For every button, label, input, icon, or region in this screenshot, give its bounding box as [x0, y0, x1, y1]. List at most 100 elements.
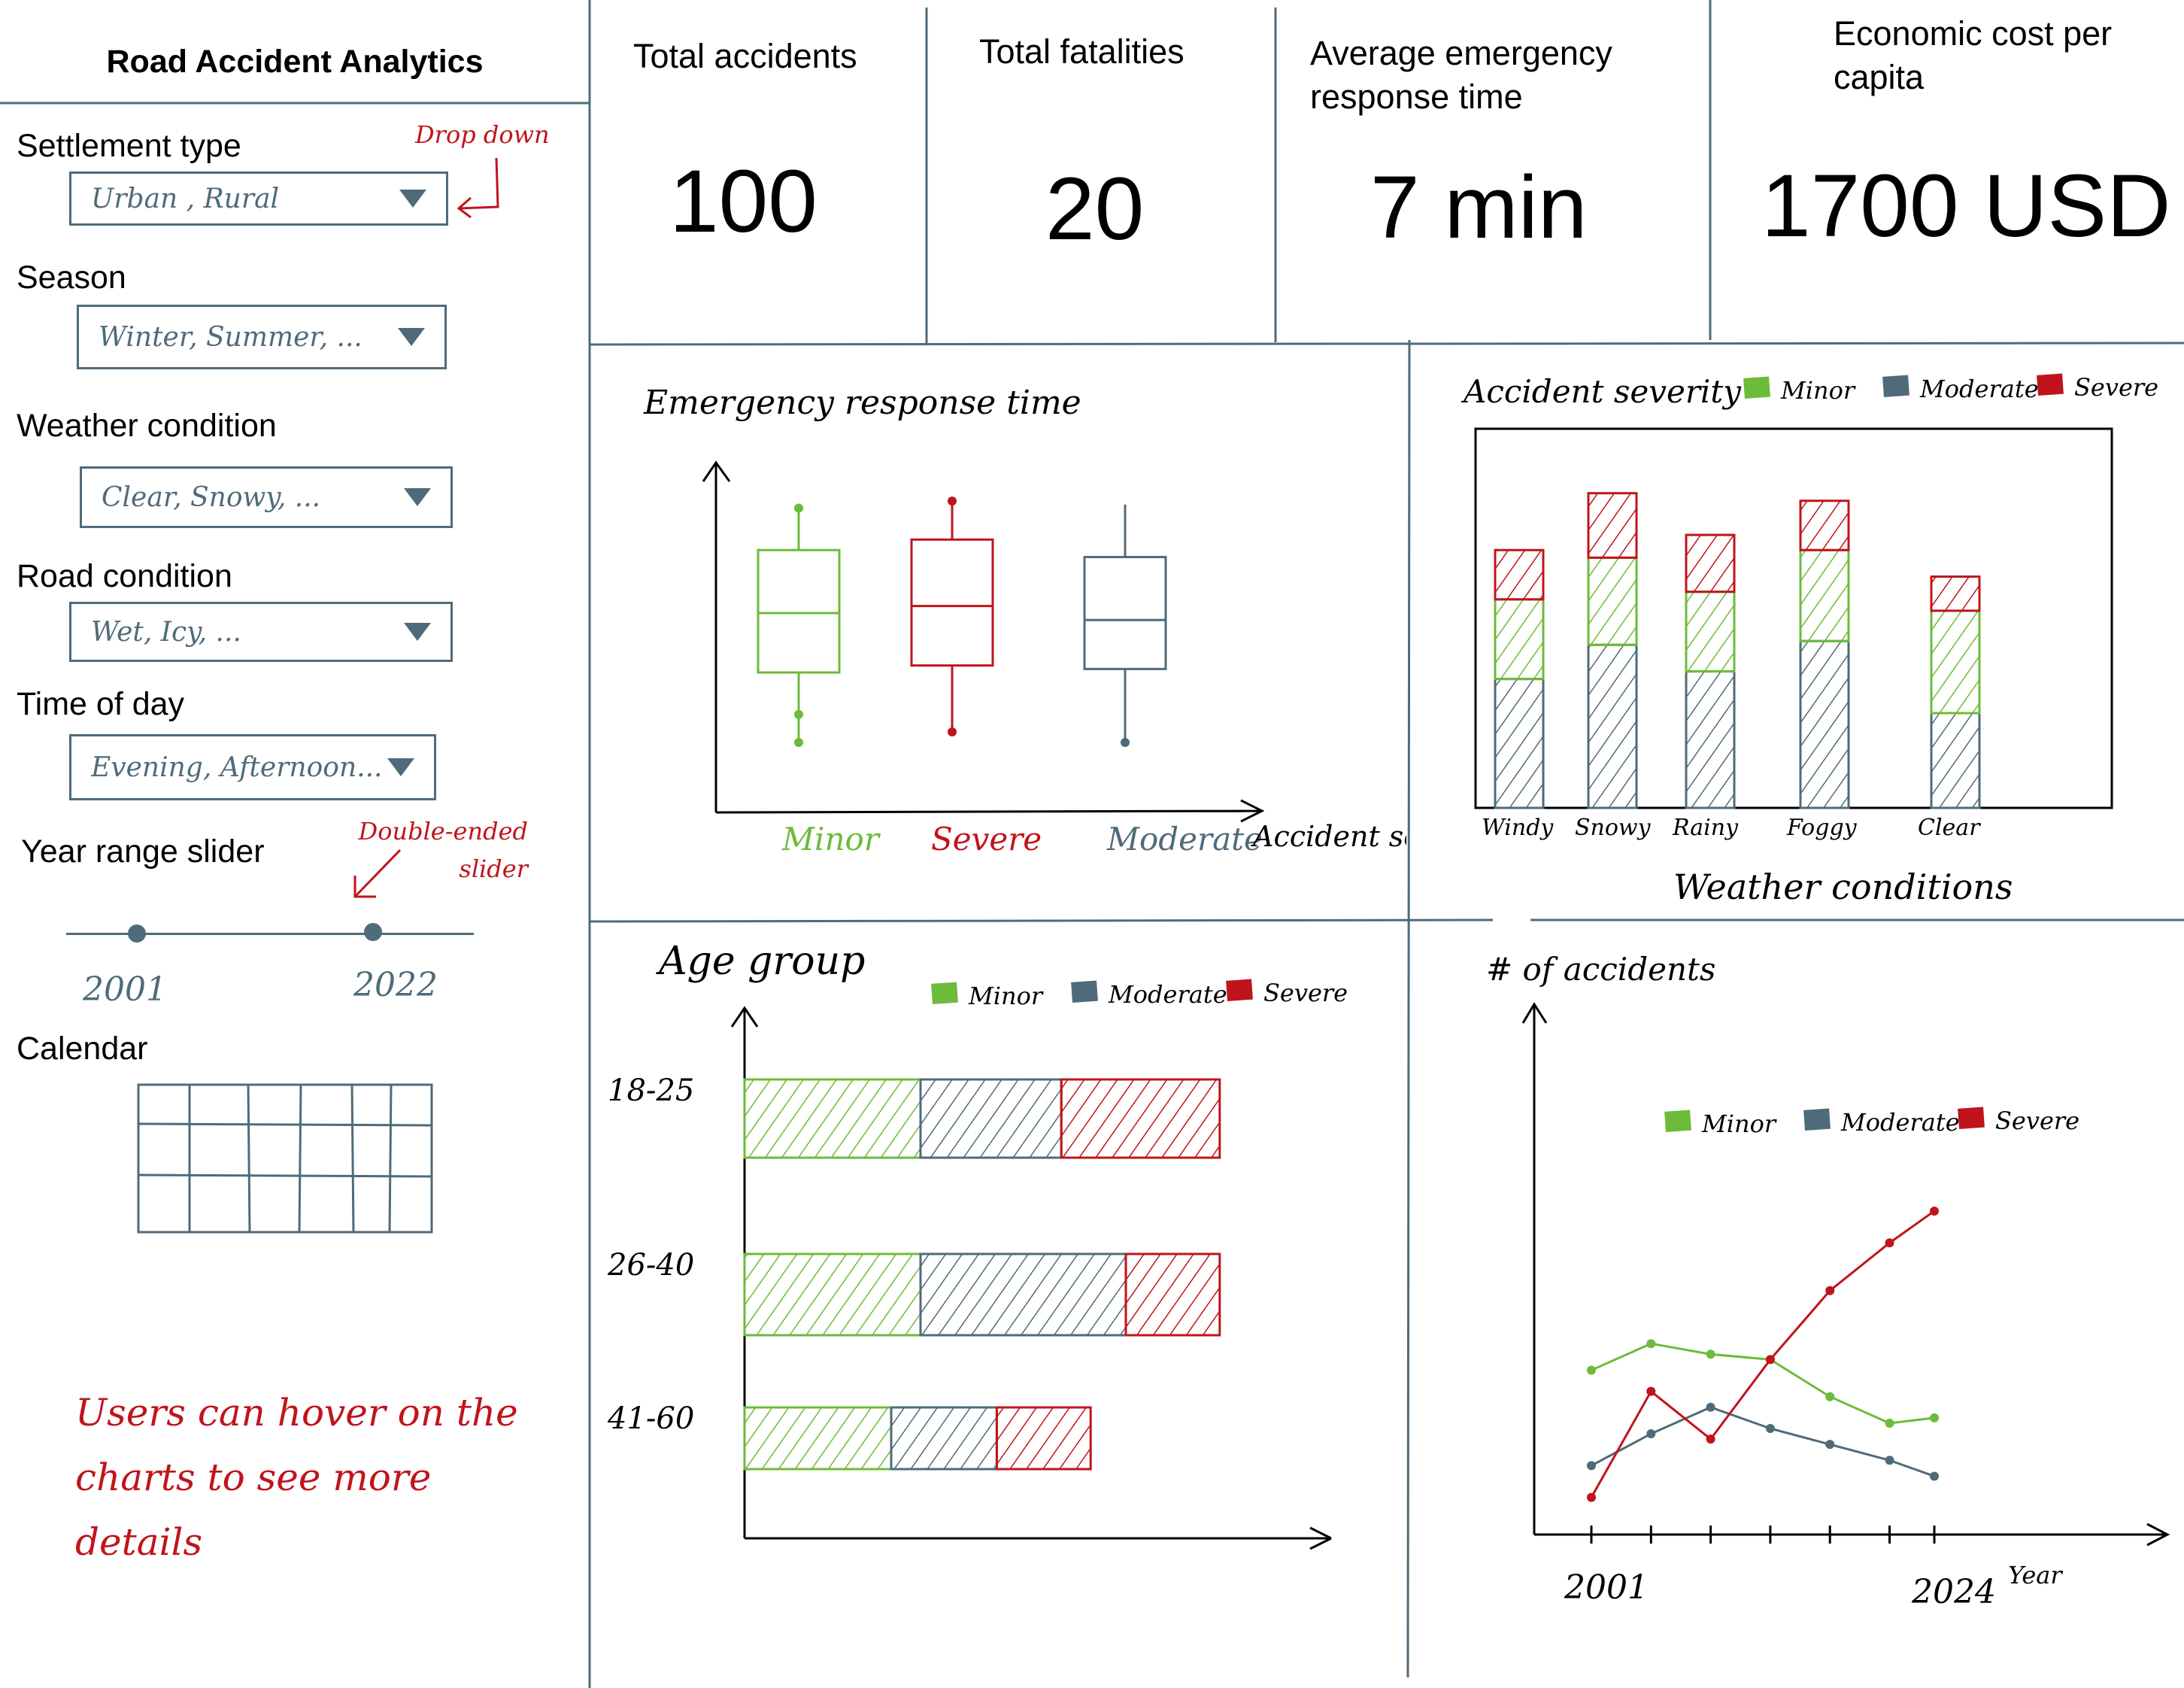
road-condition-dropdown[interactable]: Wet, Icy, ... — [69, 602, 453, 662]
season-label: Season — [17, 260, 126, 296]
point-severe — [1765, 1355, 1775, 1365]
category-label: Severe — [931, 821, 1042, 858]
bar-snowy-severe — [1587, 492, 1638, 559]
x-axis-label: Accident severity — [1251, 820, 1406, 853]
category-label: Rainy — [1672, 815, 1739, 841]
slider-track[interactable] — [66, 933, 474, 935]
point-severe — [1825, 1286, 1835, 1295]
hover-annotation: Users can hover on the charts to see mor… — [75, 1391, 518, 1564]
bar-18-25-minor — [743, 1078, 922, 1159]
accidents-over-time-chart[interactable]: # of accidents Minor Moderate Severe 2001 2… — [1414, 929, 2181, 1681]
response-time-boxplot[interactable]: Emergency response time Minor Severe Moder… — [594, 354, 1406, 918]
legend-severe-label: Severe — [1995, 1107, 2079, 1135]
kpi-response-time-title: Average emergency response time — [1310, 34, 1612, 116]
bar-windy-moderate — [1494, 678, 1545, 809]
category-label: Moderate — [1106, 821, 1263, 858]
legend-severe-swatch — [1226, 979, 1253, 1002]
legend-minor-swatch — [1743, 376, 1770, 399]
road-condition-value: Wet, Icy, ... — [91, 616, 241, 648]
bar-26-40-severe — [1124, 1252, 1221, 1337]
kpi-economic-cost-value: 1700 USD — [1761, 156, 2171, 256]
point-minor — [1825, 1392, 1835, 1401]
x-tick-label: 2024 — [1911, 1573, 1996, 1611]
slider-min-label: 2001 — [83, 970, 167, 1009]
legend-moderate-swatch — [1882, 375, 1909, 397]
bar-rainy-severe — [1685, 533, 1736, 594]
box-severe-outlier — [948, 727, 957, 737]
chevron-down-icon — [404, 488, 431, 506]
weather-condition-value: Clear, Snowy, ... — [102, 481, 321, 513]
legend-moderate-swatch — [1071, 980, 1098, 1003]
point-severe — [1706, 1434, 1715, 1444]
point-minor — [1646, 1339, 1656, 1349]
legend-moderate-label: Moderate — [1840, 1108, 1960, 1137]
calendar-grid[interactable] — [135, 1082, 436, 1237]
point-minor — [1706, 1349, 1715, 1359]
age-group-chart[interactable]: Age group Minor Moderate Severe 18-25 26-40… — [594, 929, 1406, 1681]
point-severe — [1587, 1492, 1596, 1502]
slider-handle-min[interactable] — [128, 924, 146, 943]
bar-rainy-moderate — [1685, 670, 1736, 809]
kpi-response-time-value: 7 min — [1370, 158, 1588, 257]
box-moderate-outlier — [1121, 738, 1130, 747]
point-moderate — [1646, 1429, 1656, 1439]
bar-foggy-severe — [1799, 499, 1850, 551]
legend-moderate-label: Moderate — [1108, 980, 1227, 1009]
arrow-icon — [457, 157, 499, 219]
bar-clear-moderate — [1930, 712, 1981, 809]
line-moderate — [1591, 1406, 1935, 1477]
category-label: Clear — [1918, 815, 1981, 841]
box-minor-outlier — [794, 738, 803, 747]
point-moderate — [1765, 1424, 1775, 1433]
settlement-type-dropdown[interactable]: Urban , Rural — [69, 172, 448, 226]
bar-26-40-minor — [743, 1252, 922, 1337]
point-moderate — [1825, 1440, 1835, 1450]
accident-severity-chart[interactable]: Accident severity Minor Moderate Severe Wi… — [1414, 354, 2181, 918]
chevron-down-icon — [387, 758, 414, 776]
point-moderate — [1930, 1471, 1939, 1481]
kpi-total-accidents-title: Total accidents — [633, 37, 857, 75]
kpi-total-fatalities-title: Total fatalities — [979, 32, 1185, 71]
weather-condition-dropdown[interactable]: Clear, Snowy, ... — [80, 466, 453, 528]
point-moderate — [1885, 1456, 1894, 1465]
box-severe-outlier — [948, 496, 957, 506]
chart-title: # of accidents — [1486, 951, 1715, 988]
weather-condition-label: Weather condition — [17, 408, 277, 444]
x-tick-label: 2001 — [1564, 1568, 1649, 1607]
box-moderate — [1083, 556, 1167, 670]
category-label: 18-25 — [608, 1073, 694, 1108]
legend-minor-swatch — [1664, 1110, 1691, 1133]
chevron-down-icon — [399, 190, 426, 208]
bar-41-60-moderate — [890, 1406, 998, 1471]
kpi-total-fatalities-value: 20 — [1045, 159, 1145, 259]
time-of-day-label: Time of day — [17, 686, 185, 722]
season-value: Winter, Summer, ... — [99, 321, 362, 353]
plot-frame — [1474, 427, 2113, 809]
chevron-down-icon — [404, 623, 431, 641]
bar-snowy-moderate — [1587, 643, 1638, 809]
point-minor — [1587, 1365, 1596, 1375]
legend-moderate-swatch — [1803, 1108, 1831, 1131]
point-severe — [1885, 1238, 1894, 1248]
point-minor — [1930, 1413, 1939, 1422]
time-of-day-dropdown[interactable]: Evening, Afternoon... — [69, 734, 436, 800]
dropdown-annotation: Drop down — [415, 120, 550, 149]
road-condition-label: Road condition — [17, 558, 232, 594]
box-severe — [910, 538, 994, 667]
point-severe — [1646, 1386, 1656, 1396]
bar-foggy-minor — [1799, 548, 1850, 642]
chart-title: Emergency response time — [643, 384, 1081, 422]
x-axis — [745, 1526, 1332, 1550]
line-minor — [1591, 1342, 1935, 1425]
bar-foggy-moderate — [1799, 639, 1850, 809]
point-moderate — [1587, 1461, 1596, 1471]
slider-annotation: Double-ended slider — [358, 817, 528, 883]
legend-severe-label: Severe — [1263, 979, 1348, 1007]
category-label: 26-40 — [607, 1248, 694, 1283]
category-label: 41-60 — [607, 1401, 694, 1436]
legend-severe-swatch — [1958, 1107, 1985, 1130]
point-severe — [1930, 1206, 1939, 1216]
point-minor — [1885, 1418, 1894, 1428]
season-dropdown[interactable]: Winter, Summer, ... — [77, 305, 447, 369]
slider-handle-max[interactable] — [364, 923, 382, 941]
